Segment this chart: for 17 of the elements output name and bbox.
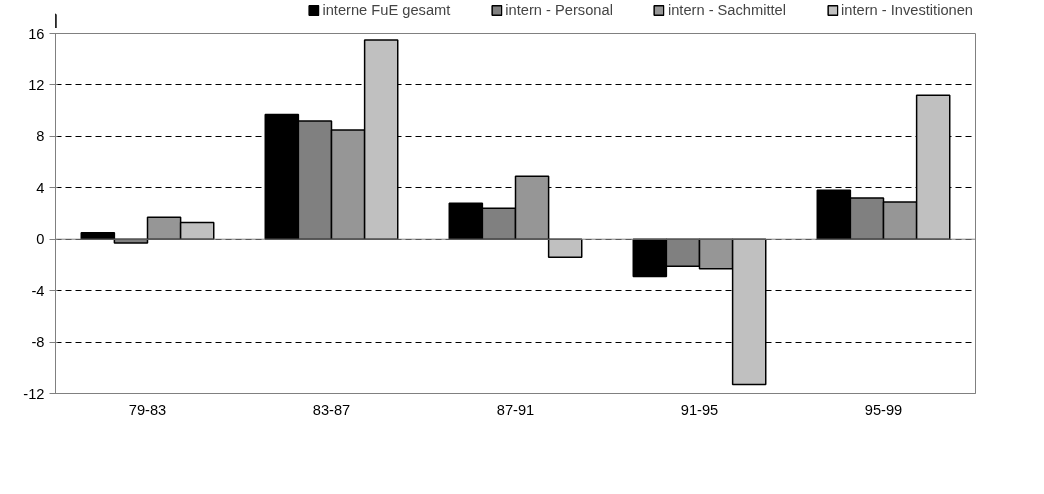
y-tick-label: -12 (23, 385, 45, 402)
legend-label: intern - Personal (505, 2, 613, 18)
x-tick-label: 79-83 (128, 401, 167, 418)
x-tick-label: 87-91 (496, 401, 535, 418)
legend-label: intern - Investitionen (841, 2, 973, 18)
legend-label: interne FuE gesamt (322, 2, 451, 18)
y-tick-label: 16 (28, 25, 45, 42)
y-tick-label: 4 (36, 179, 45, 196)
y-tick-label: 8 (36, 128, 45, 145)
y-tick-label: 12 (28, 76, 45, 93)
x-tick-label: 91-95 (680, 401, 719, 418)
x-tick-label: 83-87 (312, 401, 351, 418)
y-tick-label: 0 (36, 231, 45, 248)
y-tick-label: -4 (31, 282, 45, 299)
y-tick-label: -8 (31, 334, 45, 351)
legend-label: intern - Sachmittel (667, 2, 787, 18)
x-tick-label: 95-99 (864, 401, 903, 418)
